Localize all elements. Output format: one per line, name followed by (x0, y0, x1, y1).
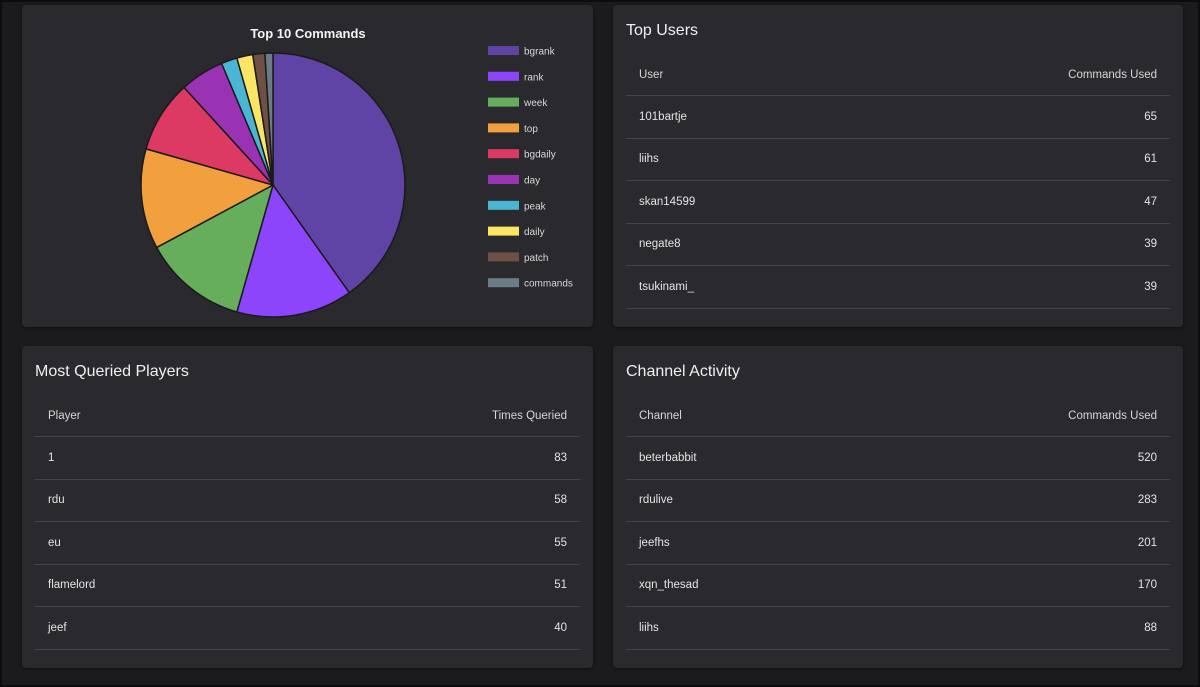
channel-name: rdulive (639, 494, 673, 507)
table-header: Player Times Queried (35, 395, 580, 437)
player-name: eu (48, 536, 61, 549)
legend-label-day[interactable]: day (524, 176, 540, 187)
table-row: rdulive 283 (626, 480, 1170, 522)
table-row: 101bartje 65 (626, 96, 1170, 139)
user-name: tsukinami_ (639, 280, 694, 293)
players-title: Most Queried Players (35, 363, 189, 380)
table-row: tsukinami_ 39 (626, 266, 1170, 309)
table-row: jeef 40 (35, 607, 580, 650)
player-count: 55 (554, 536, 567, 549)
user-name: 101bartje (639, 110, 687, 123)
channels-title: Channel Activity (626, 363, 740, 380)
channels-table: Channel Commands Used beterbabbit 520 rd… (626, 395, 1170, 650)
column-header-commands-used: Commands Used (1068, 68, 1157, 81)
column-header-user: User (639, 68, 664, 81)
legend-swatch-top[interactable] (488, 123, 519, 133)
legend-swatch-day[interactable] (488, 175, 519, 184)
table-row: flamelord 51 (35, 565, 580, 607)
channel-count: 520 (1137, 451, 1157, 464)
user-count: 47 (1144, 195, 1157, 208)
pie-slice-rank[interactable] (235, 183, 351, 318)
legend-label-top[interactable]: top (524, 124, 538, 135)
legend-swatch-patch[interactable] (488, 252, 519, 262)
top-users-title: Top Users (626, 22, 699, 39)
legend-swatch-week[interactable] (488, 97, 519, 107)
channel-count: 88 (1144, 621, 1157, 634)
channel-name: beterbabbit (639, 451, 697, 464)
user-name: negate8 (639, 238, 681, 251)
pie-slice-commands[interactable] (264, 52, 274, 186)
channel-count: 170 (1137, 579, 1157, 592)
user-count: 65 (1144, 110, 1157, 123)
user-count: 39 (1144, 280, 1157, 293)
commands-chart-card: Top 10 Commands bgrank rank week top bgdaily… (22, 5, 593, 327)
legend-label-week[interactable]: week (523, 98, 548, 109)
player-count: 51 (554, 579, 567, 592)
legend-swatch-peak[interactable] (488, 200, 519, 210)
channel-name: jeefhs (639, 536, 670, 549)
legend-swatch-bgrank[interactable] (488, 46, 519, 55)
table-header: User Commands Used (626, 54, 1170, 96)
player-name: flamelord (48, 579, 96, 592)
pie-slice-week[interactable] (155, 183, 275, 313)
chart-title: Top 10 Commands (250, 26, 365, 41)
user-count: 39 (1144, 238, 1157, 251)
top-users-table: User Commands Used 101bartje 65 liihs 61… (626, 54, 1170, 309)
pie-slices (140, 52, 406, 318)
legend-swatch-rank[interactable] (488, 71, 519, 81)
table-row: negate8 39 (626, 224, 1170, 266)
table-row: rdu 58 (35, 480, 580, 522)
pie-legend: bgrank rank week top bgdaily day peak daily patc… (488, 46, 573, 290)
player-name: 1 (48, 451, 55, 464)
column-header-commands-used: Commands Used (1068, 409, 1157, 422)
user-count: 61 (1144, 153, 1157, 166)
legend-swatch-commands[interactable] (488, 278, 519, 288)
legend-label-daily[interactable]: daily (524, 227, 545, 238)
user-name: skan14599 (639, 195, 696, 208)
channel-name: xqn_thesad (639, 579, 699, 592)
legend-label-bgrank[interactable]: bgrank (524, 47, 556, 58)
table-row: jeefhs 201 (626, 522, 1170, 565)
legend-label-rank[interactable]: rank (524, 72, 544, 83)
column-header-channel: Channel (639, 409, 682, 422)
table-row: liihs 88 (626, 607, 1170, 650)
channel-name: liihs (639, 621, 659, 634)
players-table: Player Times Queried 1 83 rdu 58 eu 55 f… (35, 395, 580, 650)
commands-pie-chart: Top 10 Commands bgrank rank week top bgdaily… (140, 26, 573, 318)
legend-label-patch[interactable]: patch (524, 253, 548, 264)
user-name: liihs (639, 153, 659, 166)
player-name: rdu (48, 494, 65, 507)
legend-label-commands[interactable]: commands (524, 279, 573, 290)
column-header-times-queried: Times Queried (492, 409, 567, 422)
channel-activity-card: Channel Activity Channel Commands Used b… (613, 346, 1183, 668)
legend-label-bgdaily[interactable]: bgdaily (524, 150, 556, 161)
legend-swatch-daily[interactable] (488, 226, 519, 236)
table-row: xqn_thesad 170 (626, 565, 1170, 607)
table-row: eu 55 (35, 522, 580, 565)
table-row: 1 83 (35, 437, 580, 480)
channel-count: 201 (1137, 536, 1157, 549)
legend-swatch-bgdaily[interactable] (488, 149, 519, 159)
player-count: 58 (554, 494, 567, 507)
table-row: liihs 61 (626, 139, 1170, 181)
top-users-card: Top Users User Commands Used 101bartje 6… (613, 5, 1183, 327)
legend-label-peak[interactable]: peak (524, 201, 547, 212)
pie-slice-bgrank[interactable] (272, 52, 406, 294)
table-row: skan14599 47 (626, 181, 1170, 224)
column-header-player: Player (48, 409, 81, 422)
table-header: Channel Commands Used (626, 395, 1170, 437)
pie-slice-top[interactable] (140, 147, 275, 249)
player-count: 40 (554, 621, 567, 634)
most-queried-players-card: Most Queried Players Player Times Querie… (22, 346, 593, 668)
player-name: jeef (48, 621, 67, 634)
table-row: beterbabbit 520 (626, 437, 1170, 480)
channel-count: 283 (1137, 494, 1157, 507)
player-count: 83 (554, 451, 567, 464)
